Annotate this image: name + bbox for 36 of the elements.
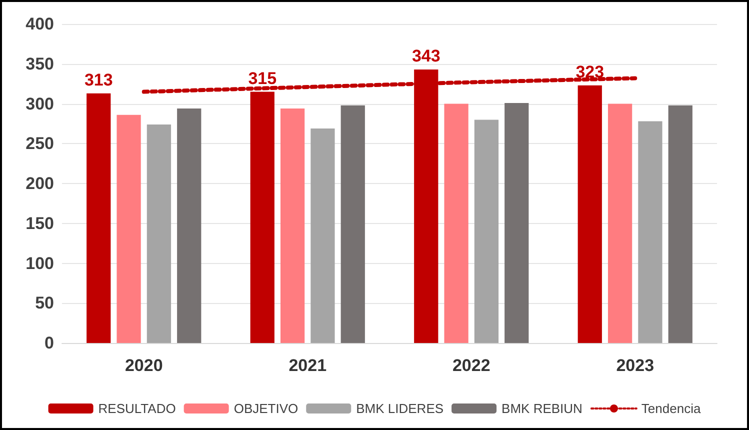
bar bbox=[340, 105, 365, 343]
bar bbox=[578, 85, 602, 343]
bar bbox=[116, 114, 141, 343]
y-tick-label: 100 bbox=[26, 254, 54, 273]
y-tick-label: 300 bbox=[26, 94, 54, 114]
bar bbox=[668, 105, 692, 343]
bar bbox=[177, 108, 202, 343]
x-tick-label: 2022 bbox=[452, 356, 490, 375]
x-tick-label: 2023 bbox=[616, 356, 654, 375]
legend-label: RESULTADO bbox=[98, 401, 176, 416]
legend-label: BMK LIDERES bbox=[356, 401, 444, 416]
bar bbox=[474, 120, 499, 343]
data-label: 323 bbox=[576, 62, 604, 82]
y-tick-label: 250 bbox=[26, 134, 54, 154]
bar bbox=[444, 104, 468, 343]
x-tick-label: 2021 bbox=[288, 356, 327, 375]
x-tick-label: 2020 bbox=[124, 356, 163, 375]
data-label: 315 bbox=[248, 68, 277, 88]
bar bbox=[146, 124, 172, 343]
bar bbox=[638, 121, 662, 343]
y-tick-label: 200 bbox=[26, 174, 54, 193]
bar bbox=[280, 108, 305, 343]
data-label: 343 bbox=[412, 46, 440, 66]
bar bbox=[504, 102, 529, 343]
bar bbox=[310, 128, 335, 343]
legend-label: OBJETIVO bbox=[234, 401, 298, 416]
y-tick-label: 0 bbox=[44, 334, 54, 352]
y-tick-label: 350 bbox=[26, 54, 54, 74]
y-tick-label: 400 bbox=[26, 14, 54, 34]
bar bbox=[608, 104, 632, 343]
bar bbox=[86, 93, 111, 343]
data-label: 313 bbox=[84, 70, 113, 90]
legend-label: BMK REBIUN bbox=[502, 401, 582, 416]
y-tick-label: 150 bbox=[26, 214, 54, 233]
legend-label: Tendencia bbox=[641, 401, 702, 416]
y-tick-label: 50 bbox=[35, 294, 54, 313]
